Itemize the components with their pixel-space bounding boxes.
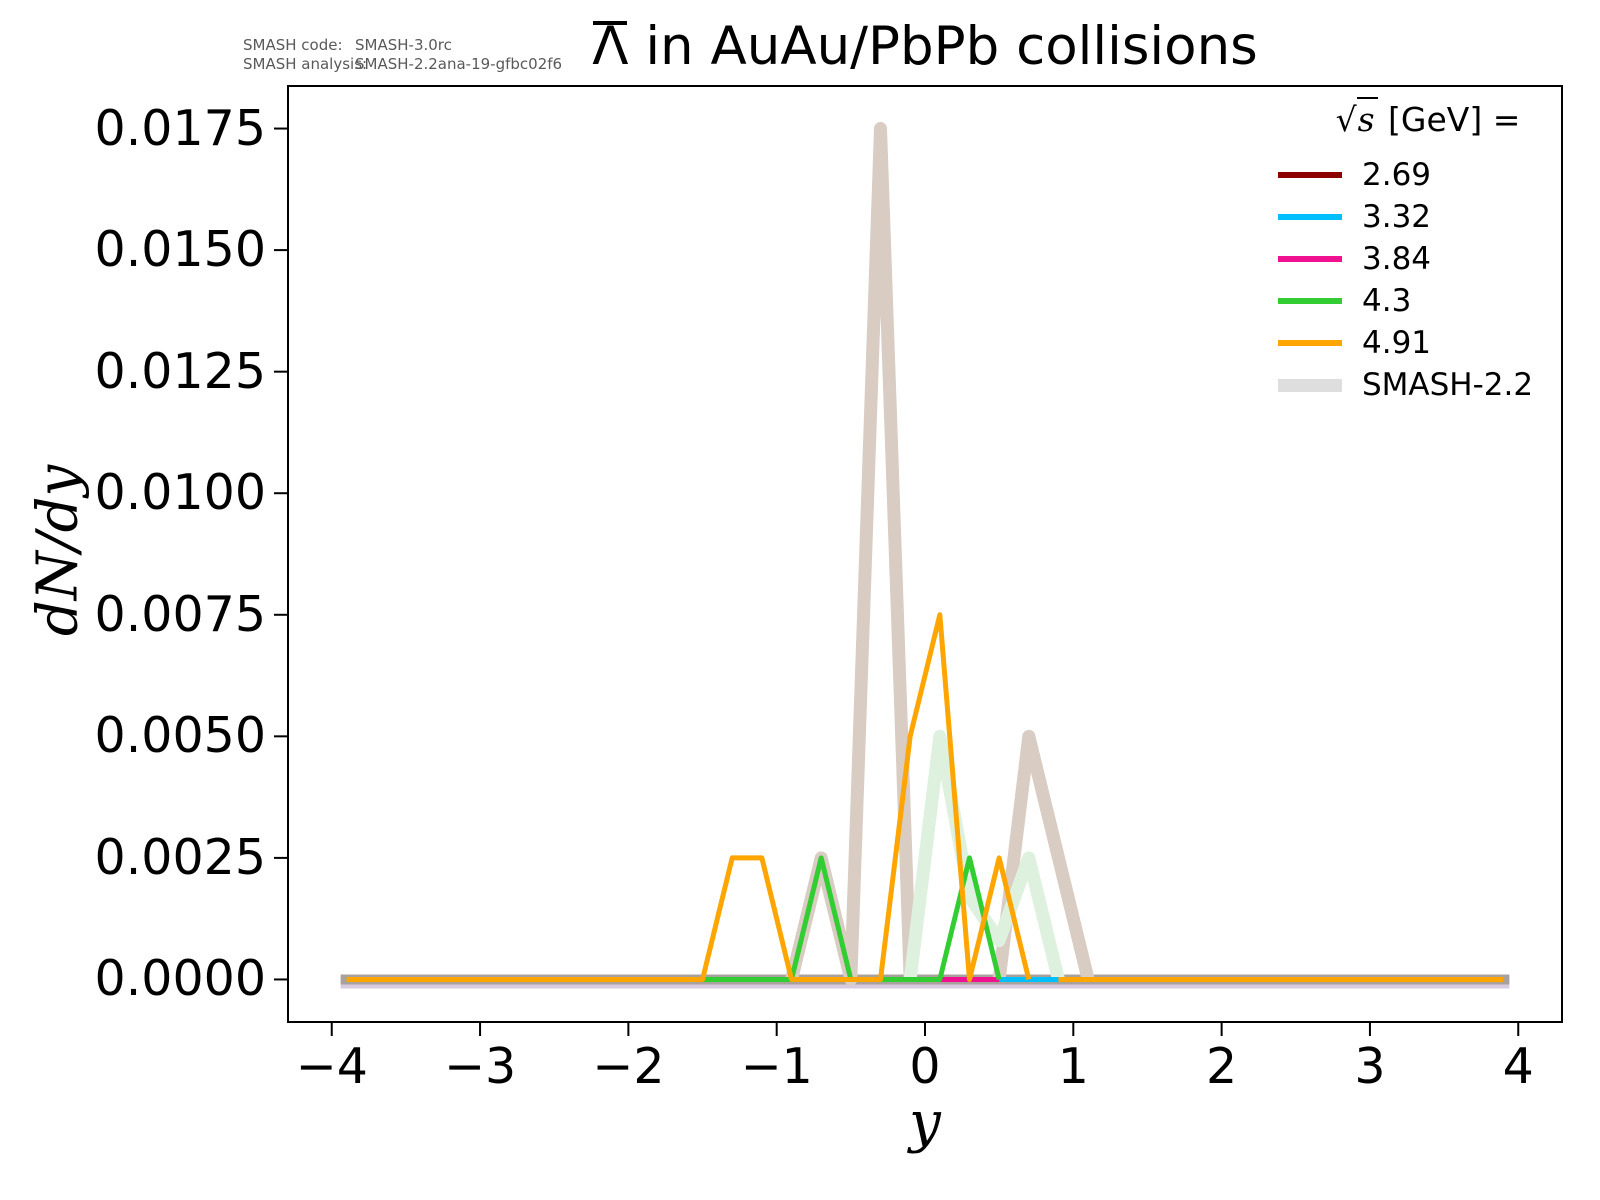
y-tick-label: 0.0000 — [94, 950, 266, 1008]
smash-code-line: SMASH code: SMASH-3.0rc — [243, 36, 562, 55]
legend-swatch-icon — [1278, 298, 1342, 304]
legend-entry-label: 4.91 — [1362, 325, 1432, 361]
legend-entry-label: 4.3 — [1362, 283, 1412, 319]
smash-code-value: SMASH-3.0rc — [355, 36, 452, 54]
series-line-SMASH-2.2 at 2.69 right peak — [992, 729, 1095, 981]
x-tick-label: 1 — [1057, 1038, 1089, 1095]
legend: √s [GeV] = 2.69 3.32 3.84 4.3 4.91 SMASH-2.2 — [1278, 97, 1578, 406]
legend-entry-3.84: 3.84 — [1278, 238, 1578, 280]
legend-swatch-icon — [1278, 172, 1342, 178]
legend-entry-SMASH-2.2: SMASH-2.2 — [1278, 364, 1578, 406]
y-tick-label: 0.0100 — [94, 464, 266, 522]
particle-symbol: Λ — [592, 16, 629, 77]
legend-swatch-icon — [1278, 256, 1342, 262]
smash-version-annotation: SMASH code: SMASH-3.0rc SMASH analysis:SM… — [243, 36, 562, 74]
series-line-4.91 — [346, 612, 1032, 982]
smash-analysis-value: SMASH-2.2ana-19-gfbc02f6 — [355, 55, 563, 73]
y-tick-label: 0.0050 — [94, 707, 266, 765]
legend-entry-label: 3.84 — [1362, 241, 1432, 277]
legend-entry-3.32: 3.32 — [1278, 196, 1578, 238]
smash-code-label: SMASH code: — [243, 36, 343, 54]
legend-title-units: [GeV] = — [1377, 100, 1521, 139]
y-tick-label: 0.0150 — [94, 221, 266, 279]
x-tick-label: −4 — [295, 1038, 368, 1095]
y-tick-label: 0.0175 — [94, 99, 266, 157]
legend-entry-label: 2.69 — [1362, 157, 1432, 193]
y-tick-label: 0.0075 — [94, 585, 266, 643]
chart-title: Λ in AuAu/PbPb collisions — [288, 16, 1562, 77]
legend-swatch-icon — [1278, 340, 1342, 346]
series-line-SMASH-2.2 at 2.69 left peaks — [785, 122, 917, 986]
x-tick-label: −1 — [740, 1038, 813, 1095]
x-tick-label: 4 — [1502, 1038, 1534, 1095]
legend-entry-label: SMASH-2.2 — [1362, 367, 1534, 403]
legend-entry-label: 3.32 — [1362, 199, 1432, 235]
sqrt-argument: s — [1356, 97, 1378, 139]
x-tick-label: −2 — [592, 1038, 665, 1095]
legend-entry-2.69: 2.69 — [1278, 154, 1578, 196]
legend-title: √s [GeV] = — [1278, 97, 1578, 146]
x-axis-label: y — [909, 1090, 941, 1155]
legend-swatch-icon — [1278, 378, 1342, 392]
x-tick-label: 3 — [1354, 1038, 1386, 1095]
legend-entry-list: 2.69 3.32 3.84 4.3 4.91 SMASH-2.2 — [1278, 154, 1578, 406]
smash-analysis-line: SMASH analysis:SMASH-2.2ana-19-gfbc02f6 — [243, 55, 562, 74]
y-tick-label: 0.0025 — [94, 828, 266, 886]
smash-analysis-label: SMASH analysis: — [243, 55, 368, 73]
chart-title-text: in AuAu/PbPb collisions — [628, 16, 1258, 77]
y-tick-label: 0.0125 — [94, 342, 266, 400]
x-tick-label: 0 — [909, 1038, 941, 1095]
legend-entry-4.91: 4.91 — [1278, 322, 1578, 364]
legend-swatch-icon — [1278, 214, 1342, 220]
legend-entry-4.3: 4.3 — [1278, 280, 1578, 322]
x-tick-label: −3 — [443, 1038, 517, 1095]
sqrt-icon: √ — [1335, 100, 1357, 139]
x-tick-label: 2 — [1206, 1038, 1238, 1095]
